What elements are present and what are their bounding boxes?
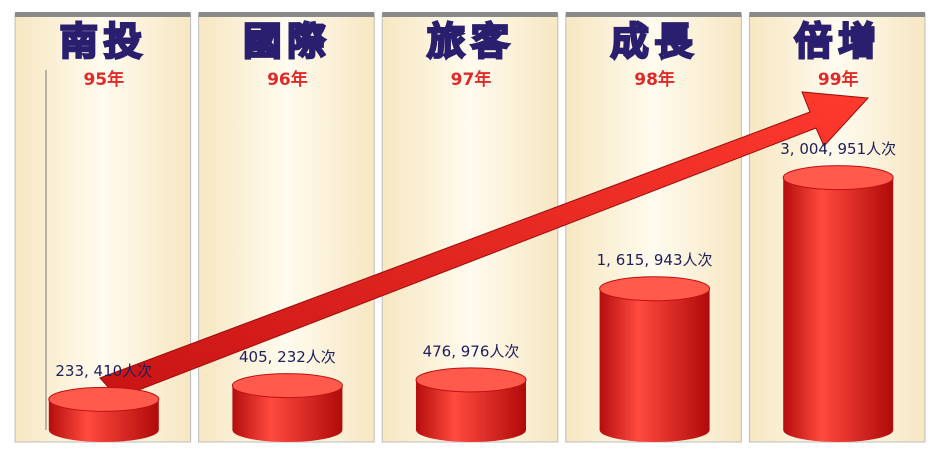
heading: 旅客 — [427, 20, 515, 64]
heading: 國際 — [243, 20, 331, 64]
panel — [198, 13, 375, 443]
x-tick-label: 96年 — [267, 69, 308, 90]
value-label: 3, 004, 951人次 — [780, 140, 896, 158]
growth-arrow — [99, 91, 870, 399]
bars: 233, 410人次 405, 232人次 476, 976人次 1, 615, 94… — [48, 140, 896, 443]
bar — [599, 288, 710, 443]
value-label: 476, 976人次 — [423, 342, 520, 360]
heading: 南投 — [60, 20, 148, 64]
bar — [232, 385, 343, 443]
heading: 成長 — [611, 20, 699, 64]
bar-top — [48, 386, 160, 412]
value-label: 1, 615, 943人次 — [597, 251, 713, 269]
panel-top — [749, 12, 925, 17]
bar — [783, 177, 894, 443]
value-label: 233, 410人次 — [55, 362, 152, 380]
arrow-shape — [99, 91, 870, 399]
panel-top — [565, 12, 742, 17]
value-label: 405, 232人次 — [239, 348, 336, 366]
bar-top — [231, 373, 343, 399]
x-tick-label: 99年 — [818, 69, 859, 90]
panel-top — [198, 12, 375, 17]
bar — [416, 379, 526, 442]
x-tick-label: 95年 — [83, 69, 124, 90]
x-tick-label: 98年 — [634, 69, 675, 90]
x-tick-label: 97年 — [451, 69, 492, 90]
panel-top — [15, 12, 191, 17]
bar-top — [782, 165, 894, 191]
heading: 倍增 — [794, 20, 882, 64]
bar-top — [599, 276, 711, 302]
panel-top — [382, 12, 558, 17]
bar-top — [415, 367, 527, 393]
